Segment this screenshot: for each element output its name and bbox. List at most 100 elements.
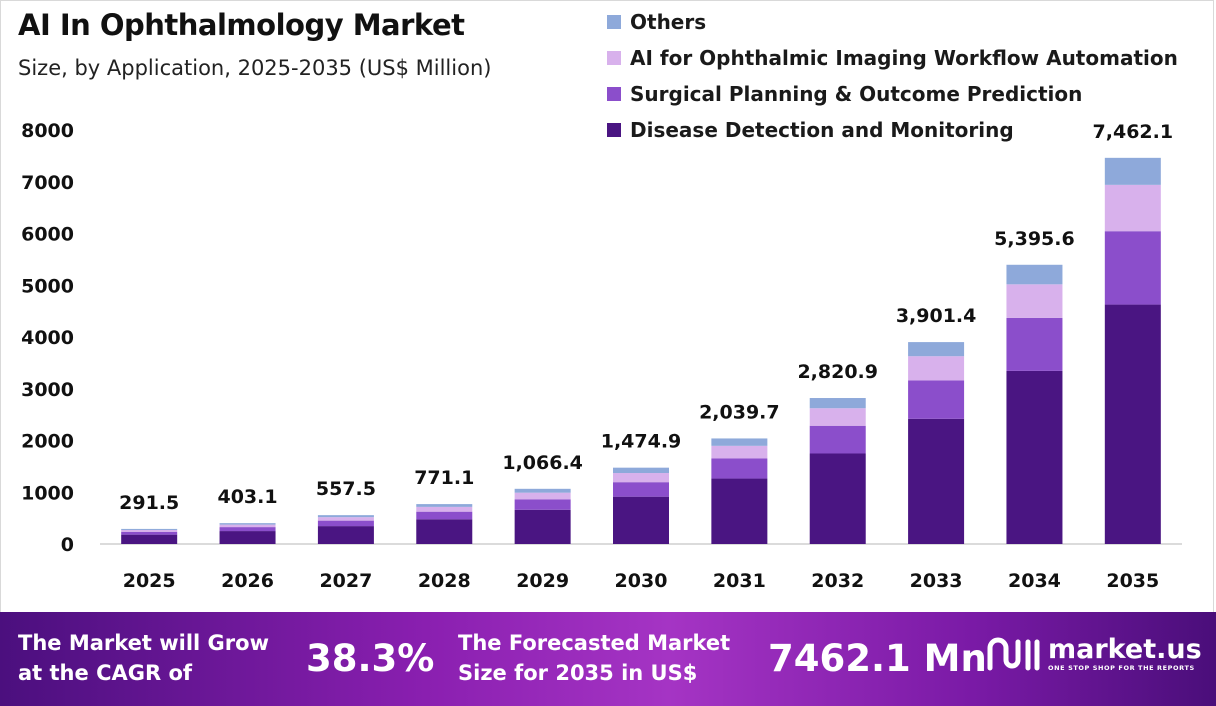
forecast-value: 7462.1 Mn [768, 637, 987, 680]
bar-segment [219, 523, 276, 525]
x-tick-label: 2033 [910, 570, 963, 592]
bar-segment [121, 529, 178, 532]
x-tick-label: 2035 [1106, 570, 1159, 592]
legend-label-surgical-planning: Surgical Planning & Outcome Prediction [630, 82, 1083, 106]
data-label-total: 7,462.1 [1093, 121, 1174, 143]
data-label-total: 5,395.6 [994, 228, 1075, 250]
bar-segment [1006, 370, 1063, 544]
bar-segment [416, 511, 473, 520]
bar-segment [613, 473, 669, 483]
data-label-total: 403.1 [217, 486, 277, 508]
y-tick-label: 2000 [21, 431, 74, 453]
bar-segment [1104, 231, 1161, 305]
y-tick-label: 1000 [21, 482, 74, 504]
x-tick-label: 2026 [221, 570, 274, 592]
forecast-caption-line1: The Forecasted Market [458, 631, 731, 655]
bar-segment [317, 526, 374, 544]
bar-segment [416, 506, 473, 512]
y-tick-label: 6000 [21, 224, 74, 246]
legend-swatch-imaging-workflow [607, 51, 621, 65]
bar-segment [317, 520, 374, 527]
bar-segment [416, 519, 473, 544]
cagr-caption: The Market will Grow at the CAGR of [18, 628, 269, 688]
bar-segment [711, 438, 768, 446]
footer-banner: The Market will Grow at the CAGR of 38.3… [0, 612, 1216, 706]
bar-segment [711, 445, 768, 459]
bar-segment [809, 425, 866, 454]
bar-segment [514, 499, 571, 510]
data-label-total: 2,039.7 [699, 401, 780, 423]
bar-segment [514, 492, 571, 500]
bar-segment [514, 509, 571, 544]
bar-segment [121, 528, 178, 530]
x-tick-label: 2034 [1008, 570, 1061, 592]
cagr-caption-line2: at the CAGR of [18, 661, 193, 685]
bar-segment [1006, 284, 1063, 318]
bar-segment [613, 496, 669, 544]
legend: Others AI for Ophthalmic Imaging Workflo… [607, 4, 1178, 148]
bar-segment [711, 458, 768, 479]
x-tick-label: 2029 [516, 570, 569, 592]
cagr-value: 38.3% [306, 637, 435, 680]
bar-segment [514, 488, 571, 493]
bar-segment [121, 534, 178, 544]
y-tick-label: 5000 [21, 275, 74, 297]
bar-chart: 0 1000 2000 3000 4000 5000 6000 7000 8000 291.5 20… [21, 120, 1182, 592]
legend-swatch-disease-detection [607, 123, 621, 137]
cagr-caption-line1: The Market will Grow [18, 631, 269, 655]
bar-segment [809, 408, 866, 426]
y-tick-label: 0 [61, 534, 74, 556]
bar-segment [219, 527, 276, 532]
data-label-total: 291.5 [119, 492, 179, 514]
bar-segment [121, 531, 178, 535]
brand-name: market.us [1048, 634, 1202, 665]
forecast-caption-line2: Size for 2035 in US$ [458, 661, 698, 685]
data-label-total: 1,066.4 [502, 452, 583, 474]
bar-segment [1104, 304, 1161, 544]
legend-item-disease-detection: Disease Detection and Monitoring [607, 112, 1178, 148]
bar-segment [613, 467, 669, 474]
x-tick-label: 2028 [418, 570, 471, 592]
x-tick-label: 2032 [811, 570, 864, 592]
bar-segment [711, 478, 768, 544]
brand-logo: market.us ONE STOP SHOP FOR THE REPORTS [986, 634, 1202, 674]
bar-segment [317, 517, 374, 521]
brand-mark-icon [987, 637, 1040, 671]
bar-segment [613, 482, 669, 497]
bar-segment [1006, 264, 1063, 285]
legend-item-surgical-planning: Surgical Planning & Outcome Prediction [607, 76, 1178, 112]
bar-segment [908, 380, 965, 419]
legend-item-imaging-workflow: AI for Ophthalmic Imaging Workflow Autom… [607, 40, 1178, 76]
chart-subtitle: Size, by Application, 2025-2035 (US$ Mil… [18, 56, 492, 80]
bar-segment [1104, 157, 1161, 185]
bar-segment [219, 524, 276, 528]
x-tick-label: 2030 [615, 570, 668, 592]
data-label-total: 557.5 [316, 478, 376, 500]
legend-label-disease-detection: Disease Detection and Monitoring [630, 118, 1014, 142]
bar-segment [809, 398, 866, 409]
brand-tagline: ONE STOP SHOP FOR THE REPORTS [1048, 664, 1195, 672]
forecast-caption: The Forecasted Market Size for 2035 in U… [458, 628, 730, 688]
x-tick-label: 2025 [123, 570, 176, 592]
bar-segment [809, 453, 866, 544]
data-label-total: 1,474.9 [601, 431, 682, 453]
bar-segment [1104, 184, 1161, 232]
chart-title: AI In Ophthalmology Market [18, 8, 465, 42]
bar-segment [908, 356, 965, 381]
y-tick-label: 4000 [21, 327, 74, 349]
bar-segment [219, 531, 276, 544]
legend-swatch-others [607, 15, 621, 29]
data-label-total: 771.1 [414, 467, 474, 489]
bar-segment [317, 515, 374, 518]
legend-swatch-surgical-planning [607, 87, 621, 101]
data-label-total: 2,820.9 [797, 361, 878, 383]
legend-label-others: Others [630, 10, 707, 34]
y-tick-label: 7000 [21, 172, 74, 194]
data-label-total: 3,901.4 [896, 305, 977, 327]
x-tick-label: 2027 [319, 570, 372, 592]
x-tick-label: 2031 [713, 570, 766, 592]
bar-segment [1006, 317, 1063, 371]
bar-segment [416, 504, 473, 507]
legend-item-others: Others [607, 4, 1178, 40]
bar-segment [908, 342, 965, 357]
